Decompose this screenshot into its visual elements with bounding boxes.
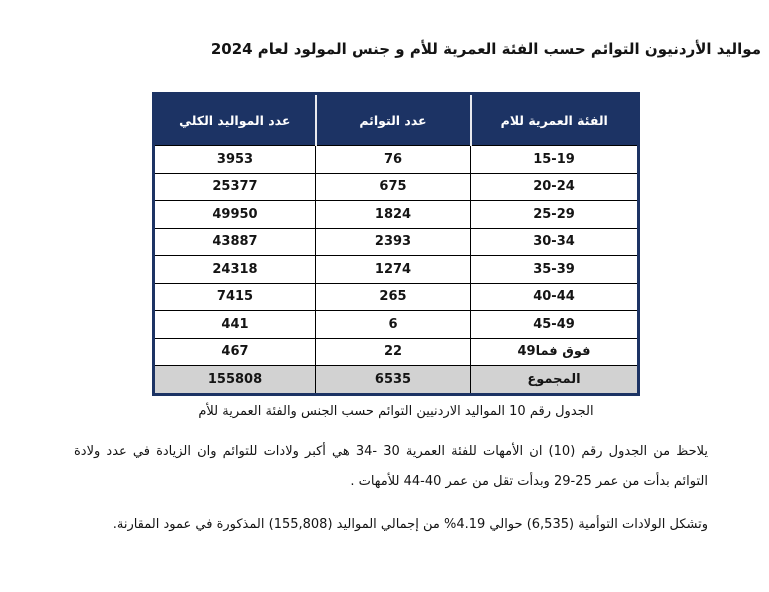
twins-count-cell: 675: [315, 172, 471, 201]
total-births-cell: 49950: [153, 200, 316, 229]
total-births-cell: 3953: [153, 145, 316, 174]
table-caption: الجدول رقم 10 المواليد الاردنيين التوائم…: [198, 404, 594, 419]
table-row: 35-39 1274 24318: [153, 255, 639, 284]
table-total-row: المجموع 6535 155808: [153, 365, 639, 395]
table-row: 25-29 1824 49950: [153, 200, 639, 229]
total-births-cell: 467: [153, 337, 316, 366]
age-group-cell: 35-39: [470, 255, 639, 284]
age-group-cell: 30-34: [470, 227, 639, 256]
table-row: 20-24 675 25377: [153, 172, 639, 201]
document-title: مواليد الأردنيون التوائم حسب الفئة العمر…: [210, 40, 761, 58]
table-row: 30-34 2393 43887: [153, 227, 639, 256]
table-row: 45-49 6 441: [153, 310, 639, 339]
twins-count-cell: 76: [315, 145, 471, 174]
age-group-cell: 15-19: [470, 145, 639, 174]
total-twins-cell: 6535: [315, 365, 471, 395]
twins-count-cell: 1824: [315, 200, 471, 229]
header-total-births: عدد المواليد الكلي: [153, 93, 316, 146]
twins-count-cell: 1274: [315, 255, 471, 284]
total-births-cell: 25377: [153, 172, 316, 201]
age-group-cell: 40-44: [470, 282, 639, 311]
twins-count-cell: 265: [315, 282, 471, 311]
header-twins-count: عدد التوائم: [314, 93, 471, 146]
total-label-cell: المجموع: [470, 365, 639, 395]
table-row: 40-44 265 7415: [153, 282, 639, 311]
header-age-group: الفئة العمرية للام: [469, 93, 639, 146]
twins-count-cell: 6: [315, 310, 471, 339]
total-births-cell: 441: [153, 310, 316, 339]
age-group-cell: 45-49: [470, 310, 639, 339]
analysis-paragraph-1: يلاحظ من الجدول رقم (10) ان الأمهات للفئ…: [74, 444, 709, 489]
total-births-cell: 155808: [153, 365, 316, 395]
table-row: 49فما‎ فوق 22 467: [153, 337, 639, 366]
age-group-cell: 49فما‎ فوق: [470, 337, 639, 366]
age-group-cell: 25-29: [470, 200, 639, 229]
twins-by-age-table: الفئة العمرية للام عدد التوائم عدد الموا…: [152, 92, 640, 396]
twins-count-cell: 22: [315, 337, 471, 366]
twins-count-cell: 2393: [315, 227, 471, 256]
total-births-cell: 43887: [153, 227, 316, 256]
analysis-paragraph-2: وتشكل الولادات التوأمية (6,535) حوالي 4.…: [112, 517, 708, 532]
total-births-cell: 7415: [153, 282, 316, 311]
total-births-cell: 24318: [153, 255, 316, 284]
table-header-row: الفئة العمرية للام عدد التوائم عدد الموا…: [153, 93, 639, 146]
table-body: 15-19 76 3953 20-24 675 25377 25-29 1824…: [153, 145, 639, 366]
table-row: 15-19 76 3953: [153, 145, 639, 174]
age-group-cell: 20-24: [470, 172, 639, 201]
